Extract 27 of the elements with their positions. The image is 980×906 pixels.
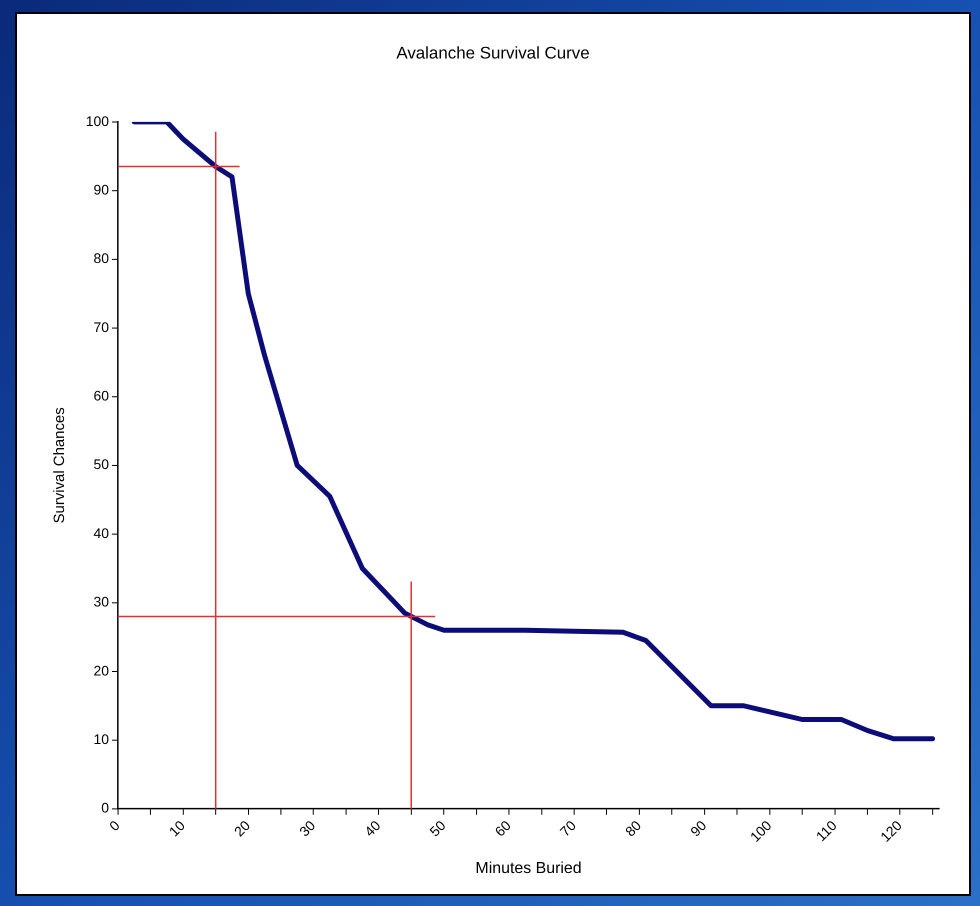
y-tick-label: 40: [93, 524, 110, 541]
x-axis-title: Minutes Buried: [475, 860, 582, 877]
x-tick-label: 50: [426, 817, 449, 840]
x-tick-label: 70: [556, 817, 580, 840]
y-tick-label: 60: [93, 388, 110, 404]
x-tick-label: 10: [166, 817, 188, 840]
x-tick-label: 100: [746, 817, 775, 845]
y-tick-label: 90: [93, 181, 110, 198]
y-tick-label: 100: [86, 112, 110, 129]
x-tick-label: 30: [296, 817, 318, 840]
y-tick-label: 10: [93, 730, 110, 747]
y-axis-title: Survival Chances: [50, 407, 68, 524]
y-tick-label: 30: [93, 594, 110, 610]
y-tick-label: 0: [101, 800, 110, 816]
x-tick-label: 120: [877, 817, 906, 845]
x-tick-label: 90: [687, 817, 710, 840]
chart-title: Avalanche Survival Curve: [396, 44, 590, 63]
y-tick-label: 70: [93, 318, 110, 335]
x-tick-label: 40: [361, 817, 384, 840]
y-tick-label: 80: [93, 250, 110, 266]
x-tick-label: 60: [492, 817, 514, 840]
y-tick-label: 50: [93, 456, 110, 472]
x-tick-label: 20: [230, 817, 254, 840]
y-tick-label: 20: [93, 662, 110, 678]
x-tick-label: 110: [812, 817, 840, 844]
x-tick-label: 80: [622, 817, 644, 840]
x-tick-label: 0: [106, 817, 123, 834]
